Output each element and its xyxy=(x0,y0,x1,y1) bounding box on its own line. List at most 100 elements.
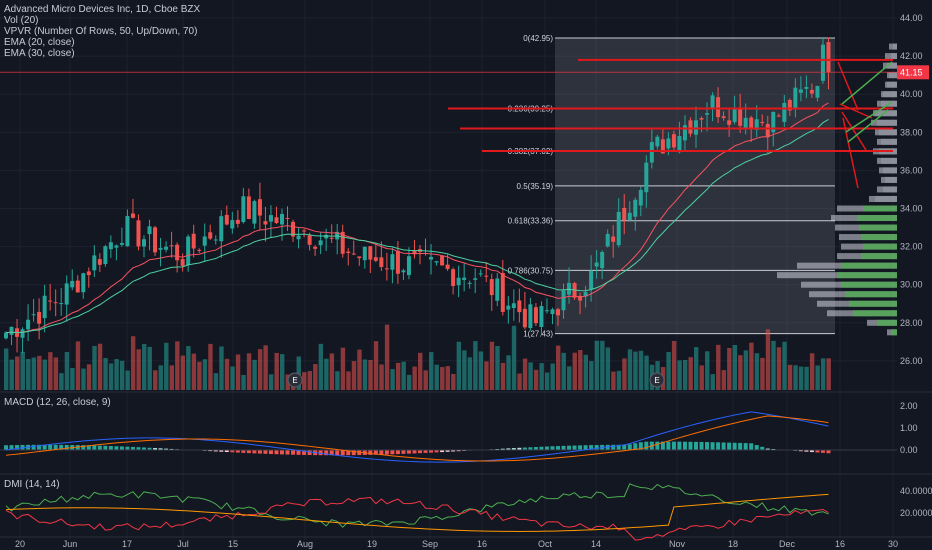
projection-arrow-red-0 xyxy=(837,61,859,111)
candle-56 xyxy=(313,246,318,249)
volume-bar-94 xyxy=(522,358,528,390)
candle-37 xyxy=(208,232,213,239)
candle-112 xyxy=(622,207,627,221)
macd-hist-149 xyxy=(826,450,831,454)
candle-55 xyxy=(307,235,312,245)
macd-hist-110 xyxy=(611,444,616,450)
candle-32 xyxy=(180,259,185,266)
vpvr-up-20 xyxy=(861,234,897,241)
candle-141 xyxy=(782,102,787,122)
time-label-15: 30 xyxy=(888,539,898,549)
candle-89 xyxy=(495,278,500,301)
dmi-plus-line xyxy=(5,483,829,528)
macd-hist-96 xyxy=(533,446,538,450)
macd-hist-59 xyxy=(329,450,334,456)
volume-bar-20 xyxy=(114,359,119,390)
volume-bar-146 xyxy=(809,353,815,390)
volume-bar-85 xyxy=(473,341,478,390)
trend-drawings[interactable] xyxy=(0,58,897,189)
volume-bar-69 xyxy=(384,324,390,390)
vpvr-up-7 xyxy=(875,110,897,117)
macd-hist-81 xyxy=(451,450,456,452)
candle-48 xyxy=(268,215,273,222)
volume-bar-110 xyxy=(611,371,616,390)
candle-145 xyxy=(804,87,809,89)
volume-bar-96 xyxy=(533,369,539,390)
macd-tick-1: 1.00 xyxy=(900,423,918,433)
macd-hist-70 xyxy=(390,450,395,455)
volume-bar-98 xyxy=(544,372,550,390)
projection-arrow-green-1 xyxy=(847,109,889,143)
volume-bar-124 xyxy=(688,357,693,390)
volume-bar-70 xyxy=(390,369,395,390)
candle-67 xyxy=(373,257,378,261)
macd-hist-121 xyxy=(671,441,676,450)
candle-20 xyxy=(114,245,119,248)
volume-bar-0 xyxy=(4,348,9,390)
candle-78 xyxy=(434,261,439,263)
macd-hist-26 xyxy=(147,447,152,450)
price-tick-9: 26.00 xyxy=(900,356,923,366)
macd-hist-104 xyxy=(578,445,583,450)
volume-bar-90 xyxy=(500,362,506,390)
symbol-title[interactable]: Advanced Micro Devices Inc, 1D, Cboe BZX xyxy=(4,4,201,15)
volume-bar-39 xyxy=(219,346,224,390)
volume-bar-2 xyxy=(15,356,20,390)
macd-hist-40 xyxy=(224,450,229,453)
candle-36 xyxy=(202,236,207,246)
earnings-marker-1 xyxy=(649,372,665,388)
projection-arrow-red-3 xyxy=(842,117,859,189)
candle-114 xyxy=(633,199,638,217)
macd-hist-106 xyxy=(589,445,594,450)
macd-hist-42 xyxy=(235,450,240,453)
candle-105 xyxy=(583,292,588,297)
macd-hist-37 xyxy=(208,450,213,452)
candle-23 xyxy=(130,213,135,218)
volume-bar-33 xyxy=(186,346,191,390)
candle-65 xyxy=(362,246,367,261)
vpvr-up-10 xyxy=(881,138,897,145)
fib-label-6: 1(27.43) xyxy=(523,330,553,339)
volume-bar-80 xyxy=(445,366,450,390)
indicator-ema20[interactable]: EMA (20, close) xyxy=(4,37,75,48)
macd-hist-51 xyxy=(285,450,290,455)
macd-hist-145 xyxy=(804,450,809,452)
indicator-ema30[interactable]: EMA (30, close) xyxy=(4,48,75,59)
volume-bar-51 xyxy=(285,374,290,390)
macd-hist-50 xyxy=(280,450,284,455)
volume-bar-92 xyxy=(511,325,517,390)
macd-hist-132 xyxy=(732,442,737,450)
dmi-pane xyxy=(5,483,829,541)
candle-42 xyxy=(235,219,240,224)
volume-bar-100 xyxy=(556,345,561,390)
volume-bar-79 xyxy=(440,367,445,390)
volume-bar-108 xyxy=(600,340,605,390)
macd-hist-102 xyxy=(567,445,572,450)
candle-21 xyxy=(119,243,124,245)
macd-hist-100 xyxy=(556,446,560,450)
volume-bar-61 xyxy=(340,347,346,390)
candle-116 xyxy=(644,162,649,193)
candle-108 xyxy=(600,252,605,269)
candle-7 xyxy=(42,295,47,319)
fib-retracement-zone[interactable]: 0(42.95)0.236(39.25)0.382(37.02)0.5(35.1… xyxy=(508,34,835,339)
macd-hist-135 xyxy=(749,443,754,450)
volume-bar-38 xyxy=(213,373,219,390)
dmi-label[interactable]: DMI (14, 14) xyxy=(4,479,60,490)
volume-bar-42 xyxy=(235,354,241,390)
time-label-14: 16 xyxy=(835,539,845,549)
volume-bar-46 xyxy=(257,349,263,390)
macd-hist-57 xyxy=(318,450,323,456)
volume-bar-140 xyxy=(776,347,782,390)
macd-hist-16 xyxy=(92,445,97,450)
volume-bar-145 xyxy=(804,366,809,390)
volume-bar-6 xyxy=(37,355,42,390)
macd-hist-66 xyxy=(368,450,373,455)
candle-80 xyxy=(445,264,450,269)
macd-hist-144 xyxy=(798,450,803,452)
macd-label[interactable]: MACD (12, 26, close, 9) xyxy=(4,397,111,408)
volume-bar-27 xyxy=(153,370,158,390)
indicator-vpvr[interactable]: VPVR (Number Of Rows, 50, Up/Down, 70) xyxy=(4,26,198,37)
indicator-vol[interactable]: Vol (20) xyxy=(4,15,39,26)
